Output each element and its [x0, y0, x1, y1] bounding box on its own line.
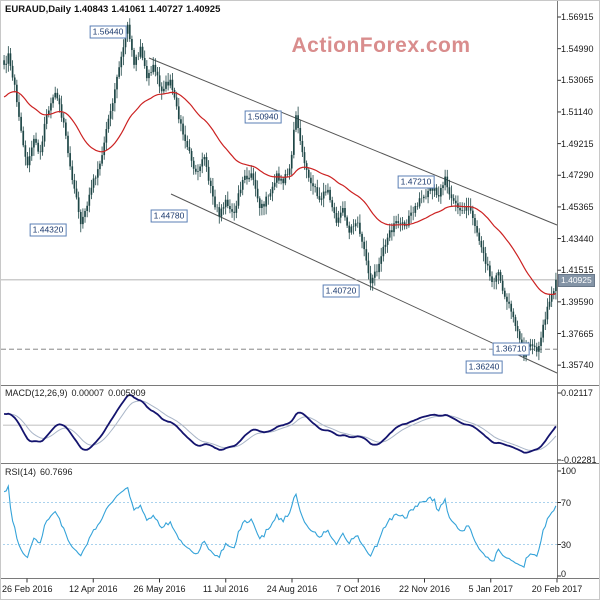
macd-main-line	[4, 394, 557, 454]
ohlc-low: 1.40727	[148, 4, 184, 15]
trend-channel-line	[148, 57, 558, 226]
macd-name: MACD(12,26,9)	[5, 388, 68, 398]
macd-value-main: 0.00007	[71, 388, 105, 398]
macd-signal-line	[4, 400, 557, 451]
rsi-line	[3, 483, 557, 569]
ohlc-open: 1.40843	[74, 4, 109, 15]
rsi-indicator-label: RSI(14) 60.7696	[5, 467, 77, 477]
moving-average-line	[3, 90, 557, 295]
watermark: ActionForex.com	[291, 34, 471, 57]
rsi-name: RSI(14)	[5, 467, 37, 477]
rsi-value: 60.7696	[40, 467, 73, 477]
candle-wicks	[3, 18, 557, 362]
symbol-title: EURAUD,Daily 1.40843 1.41061 1.40727 1.40925	[5, 4, 223, 15]
ohlc-close: 1.40925	[186, 4, 221, 15]
ohlc-high: 1.41061	[111, 4, 146, 15]
macd-value-signal: 0.005909	[108, 388, 146, 398]
trend-channel-line	[170, 193, 558, 374]
macd-indicator-label: MACD(12,26,9) 0.00007 0.005909	[5, 388, 150, 398]
symbol-name: EURAUD,Daily	[5, 4, 71, 15]
